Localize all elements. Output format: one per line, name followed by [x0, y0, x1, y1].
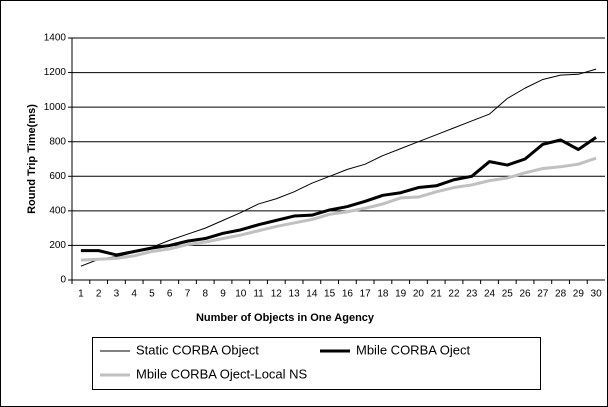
x-tick-label: 17 [360, 289, 372, 300]
x-tick-label: 29 [573, 289, 585, 300]
legend-label: Mbile CORBA Oject-Local NS [136, 366, 308, 381]
series-line [80, 156, 597, 262]
x-tick-label: 8 [202, 289, 208, 300]
x-axis-title: Number of Objects in One Agency [196, 312, 375, 324]
x-tick-label: 22 [448, 289, 460, 300]
x-tick-label: 5 [149, 289, 155, 300]
y-tick-label: 0 [60, 275, 66, 286]
x-tick-label: 3 [114, 289, 120, 300]
x-tick-label: 16 [342, 289, 354, 300]
legend-box [92, 337, 541, 390]
x-tick-label: 28 [555, 289, 567, 300]
y-tick-label: 1400 [44, 33, 67, 44]
x-tick-label: 12 [271, 289, 283, 300]
x-tick-label: 9 [220, 289, 226, 300]
x-tick-label: 19 [395, 289, 407, 300]
y-axis-title: Round Trip Time(ms) [26, 104, 38, 214]
y-tick-label: 400 [49, 205, 66, 216]
x-tick-label: 15 [324, 289, 336, 300]
x-tick-label: 21 [431, 289, 443, 300]
x-tick-label: 26 [519, 289, 531, 300]
x-tick-label: 30 [591, 289, 603, 300]
x-tick-label: 6 [167, 289, 173, 300]
y-tick-label: 600 [49, 171, 66, 182]
x-tick-label: 10 [235, 289, 247, 300]
series-line [80, 68, 597, 267]
x-tick-label: 7 [185, 289, 191, 300]
x-tick-label: 18 [377, 289, 389, 300]
y-tick-label: 800 [49, 136, 66, 147]
x-tick-label: 2 [96, 289, 102, 300]
legend-label: Static CORBA Object [136, 342, 259, 357]
x-tick-label: 14 [306, 289, 318, 300]
x-tick-label: 1 [78, 289, 84, 300]
x-tick-label: 24 [484, 289, 496, 300]
legend-label: Mbile CORBA Oject [356, 342, 471, 357]
x-tick-label: 20 [413, 289, 425, 300]
series-line [80, 136, 597, 257]
y-tick-label: 1000 [44, 102, 67, 113]
x-tick-label: 4 [131, 289, 137, 300]
y-tick-label: 200 [49, 240, 66, 251]
x-tick-label: 11 [253, 289, 264, 300]
x-tick-label: 27 [537, 289, 549, 300]
x-tick-label: 13 [289, 289, 301, 300]
y-tick-label: 1200 [44, 67, 67, 78]
x-tick-label: 23 [466, 289, 478, 300]
x-tick-label: 25 [502, 289, 514, 300]
